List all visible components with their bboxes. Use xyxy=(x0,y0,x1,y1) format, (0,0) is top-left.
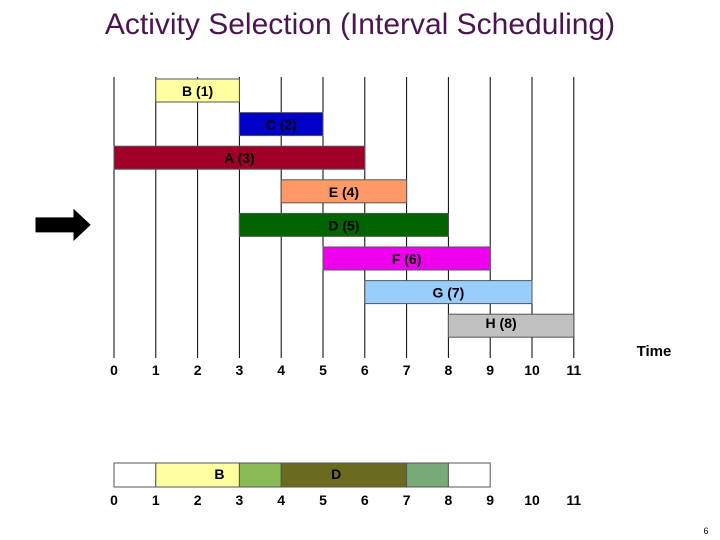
tick-label: 2 xyxy=(194,362,202,378)
schedule-segment xyxy=(447,462,491,488)
tick-label: 4 xyxy=(277,492,285,508)
tick-label: 6 xyxy=(361,492,369,508)
tick-label: 0 xyxy=(110,492,118,508)
tick-label: 1 xyxy=(152,492,160,508)
tick-label: 8 xyxy=(445,362,453,378)
tick-label: 4 xyxy=(277,362,285,378)
tick-label: 10 xyxy=(524,492,540,508)
schedule-segment xyxy=(113,462,157,488)
tick-label: 10 xyxy=(524,362,540,378)
tick-label: 9 xyxy=(486,492,494,508)
tick-label: 1 xyxy=(152,362,160,378)
tick-label: 5 xyxy=(319,362,327,378)
activity-bar xyxy=(364,280,533,305)
activity-bar xyxy=(155,78,240,103)
time-gridlines xyxy=(113,77,575,358)
right-arrow-icon xyxy=(35,208,91,242)
schedule-segment xyxy=(406,462,449,488)
activity-bars: B (1) C (2) A (3) E (4) D (5) F (6) G (7) H (8) xyxy=(113,78,575,338)
tick-label: 0 xyxy=(110,362,118,378)
tick-label: 5 xyxy=(319,492,327,508)
tick-label: 7 xyxy=(403,362,411,378)
activity-bar xyxy=(238,112,324,137)
schedule-segment xyxy=(155,462,240,488)
activity-label: G (7) xyxy=(432,285,464,301)
tick-label: 7 xyxy=(403,492,411,508)
tick-label: 3 xyxy=(236,362,244,378)
page-number: 6 xyxy=(703,526,708,536)
activity-label: D (5) xyxy=(328,217,359,233)
time-axis-ticks: 0 1 2 3 4 5 6 7 8 9 10 11 xyxy=(110,362,581,378)
tick-label: 6 xyxy=(361,362,369,378)
activity-bar xyxy=(113,145,366,170)
schedule-label: D xyxy=(331,466,341,482)
tick-label: 11 xyxy=(566,362,581,378)
tick-label: 2 xyxy=(194,492,202,508)
tick-label: 11 xyxy=(566,492,581,508)
activity-label: F (6) xyxy=(392,251,422,267)
activity-bar xyxy=(322,246,491,271)
schedule-segment xyxy=(238,462,282,488)
time-axis-label: Time xyxy=(637,343,672,360)
activity-bar xyxy=(447,313,575,338)
activity-label: E (4) xyxy=(329,184,359,200)
activity-label: H (8) xyxy=(486,315,517,331)
tick-label: 8 xyxy=(445,492,453,508)
tick-label: 9 xyxy=(486,362,494,378)
page-title: Activity Selection (Interval Scheduling) xyxy=(104,8,616,41)
activity-label: C (2) xyxy=(266,117,297,133)
activity-label: B (1) xyxy=(182,83,213,99)
activity-bar xyxy=(238,212,449,237)
activity-label: A (3) xyxy=(224,150,255,166)
activity-bar xyxy=(280,179,408,204)
schedule-axis-ticks: 0 1 2 3 4 5 6 7 8 9 10 11 xyxy=(110,492,581,508)
schedule-segment xyxy=(280,462,408,488)
tick-label: 3 xyxy=(236,492,244,508)
schedule-label: B xyxy=(214,466,224,482)
